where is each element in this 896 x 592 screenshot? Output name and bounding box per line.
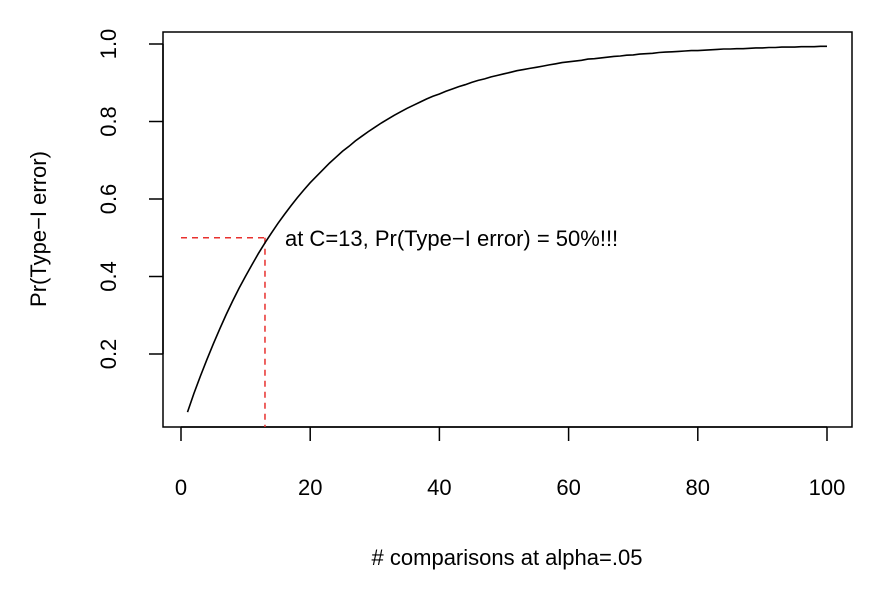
x-tick-label: 0 [175, 475, 187, 500]
x-axis-label: # comparisons at alpha=.05 [372, 545, 643, 570]
series-line [186, 45, 827, 413]
x-tick-label: 80 [686, 475, 710, 500]
x-tick-label: 20 [298, 475, 322, 500]
x-tick-label: 100 [809, 475, 846, 500]
annotation-label: at C=13, Pr(Type−I error) = 50%!!! [285, 226, 618, 251]
y-tick-label: 0.8 [96, 106, 121, 137]
y-tick-label: 1.0 [96, 29, 121, 60]
y-tick-label: 0.6 [96, 184, 121, 215]
x-tick-label: 40 [427, 475, 451, 500]
y-axis-label: Pr(Type−I error) [26, 151, 51, 307]
y-tick-label: 0.2 [96, 339, 121, 370]
x-tick-label: 60 [556, 475, 580, 500]
y-tick-label: 0.4 [96, 261, 121, 292]
